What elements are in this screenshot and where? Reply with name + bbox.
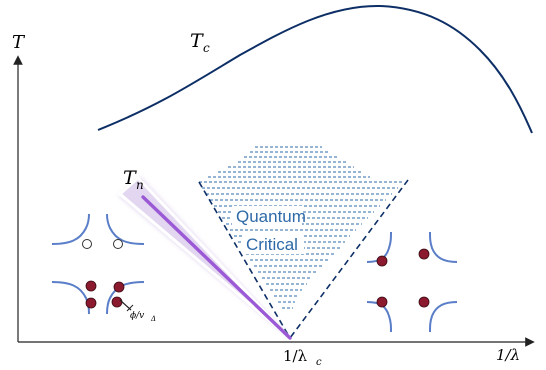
left-filled-hot-spots (85, 280, 125, 309)
tn-label: T n (123, 167, 144, 192)
right-fermi-surface-inset (366, 231, 458, 333)
tc-label: T c (190, 30, 210, 55)
svg-text:T: T (190, 30, 204, 52)
svg-text:1/λ: 1/λ (283, 347, 308, 365)
y-axis-label: T (12, 32, 26, 53)
qc-right-boundary (289, 179, 409, 339)
svg-text:n: n (136, 178, 144, 192)
qc-left-boundary (198, 181, 291, 339)
tc-curve (97, 4, 533, 134)
svg-text:c: c (316, 357, 322, 368)
svg-text:ϕ/v: ϕ/v (130, 311, 144, 321)
gap-label: ϕ/v Δ (130, 311, 156, 323)
svg-text:c: c (203, 41, 210, 55)
left-empty-hot-spots (82, 239, 123, 249)
x-axis-label: 1/λ (496, 346, 520, 364)
critical-point-label: 1/λ c (283, 347, 322, 368)
qc-label-line1: Quantum (236, 207, 306, 226)
right-filled-hot-spots (376, 248, 430, 308)
left-fermi-surface-inset (51, 213, 145, 315)
tn-line (141, 195, 292, 340)
svg-text:T: T (123, 167, 137, 189)
svg-text:Δ: Δ (150, 315, 156, 323)
qc-label-line2: Critical (246, 235, 298, 254)
